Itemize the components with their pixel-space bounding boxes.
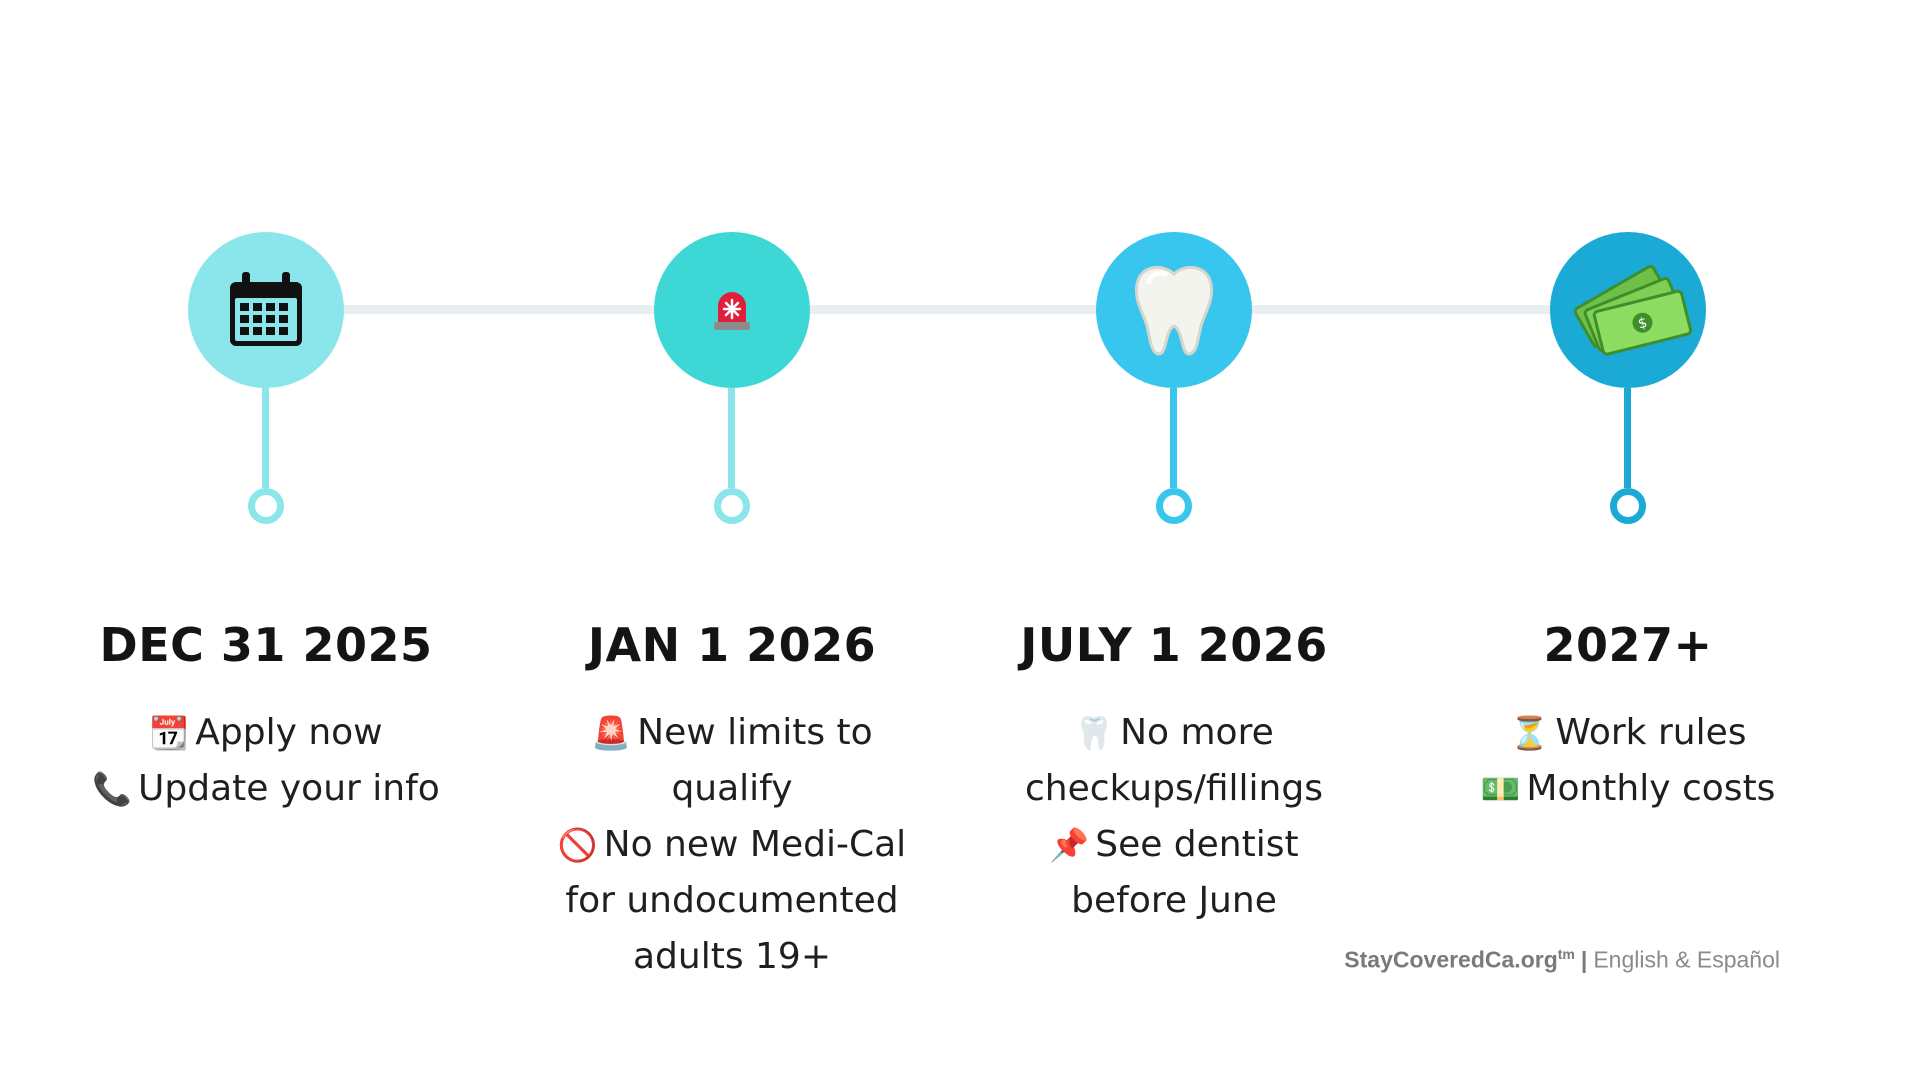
milestone-details: 🚨 New limits to qualify 🚫 No new Medi-Cal … [502,705,962,985]
trademark: tm [1557,946,1575,962]
detail-line: for undocumented [565,880,899,921]
calendar-emoji-icon: 📆 [149,714,190,752]
detail-line: qualify [671,768,793,809]
detail-line: 📆 Apply now [149,712,383,753]
milestone-details: ⏳ Work rules 💵 Monthly costs [1398,705,1858,817]
milestone-node [1156,488,1192,524]
timeline-line [264,305,1656,314]
detail-line: before June [1071,880,1277,921]
milestone-stem [1624,388,1631,488]
hourglass-emoji-icon: ⏳ [1509,714,1550,752]
footer-credit: StayCoveredCa.orgtm | English & Español [1300,946,1780,974]
milestone-node [714,488,750,524]
milestone-details: 📆 Apply now 📞 Update your info [36,705,496,817]
tooth-emoji-icon: 🦷 [1074,714,1115,752]
languages: English & Español [1593,946,1780,973]
milestone-details: 🦷 No more checkups/fillings 📌 See dentist … [944,705,1404,929]
tooth-icon [1134,265,1214,356]
calendar-icon [230,272,302,346]
milestone-stem [728,388,735,488]
milestone-stem [1170,388,1177,488]
milestone-july-1-2026: JULY 1 2026 🦷 No more checkups/fillings 📌… [944,0,1404,1080]
milestone-circle [654,232,810,388]
dollar-emoji-icon: 💵 [1480,770,1521,808]
milestone-2027-plus: $ 2027+ ⏳ Work rules 💵 Monthly costs [1398,0,1858,1080]
prohibited-emoji-icon: 🚫 [557,826,598,864]
detail-line: 🦷 No more [1074,712,1274,753]
milestone-node [1610,488,1646,524]
detail-line: 🚫 No new Medi-Cal [557,824,907,865]
milestone-circle: $ [1550,232,1706,388]
siren-emoji-icon: 🚨 [591,714,632,752]
siren-icon [714,292,750,330]
milestone-node [248,488,284,524]
milestone-date: 2027+ [1543,618,1713,672]
money-icon: $ [1573,265,1693,356]
detail-line: 📌 See dentist [1049,824,1299,865]
milestone-date: JAN 1 2026 [587,618,877,672]
milestone-dec-31-2025: DEC 31 2025 📆 Apply now 📞 Update your info [36,0,496,1080]
milestone-circle [1096,232,1252,388]
detail-line: 📞 Update your info [92,768,440,809]
milestone-date: DEC 31 2025 [99,618,433,672]
detail-line: 💵 Monthly costs [1480,768,1776,809]
milestone-jan-1-2026: JAN 1 2026 🚨 New limits to qualify 🚫 No ne… [502,0,962,1080]
detail-line: checkups/fillings [1025,768,1323,809]
milestone-date: JULY 1 2026 [1020,618,1328,672]
detail-line: 🚨 New limits to [591,712,873,753]
brand-name: StayCoveredCa.org [1344,946,1558,973]
separator: | [1580,946,1588,973]
milestone-circle [188,232,344,388]
milestone-stem [262,388,269,488]
svg-text:$: $ [1636,315,1649,333]
detail-line: adults 19+ [632,936,832,977]
detail-line: ⏳ Work rules [1509,712,1747,753]
phone-emoji-icon: 📞 [92,770,133,808]
pushpin-emoji-icon: 📌 [1049,826,1090,864]
